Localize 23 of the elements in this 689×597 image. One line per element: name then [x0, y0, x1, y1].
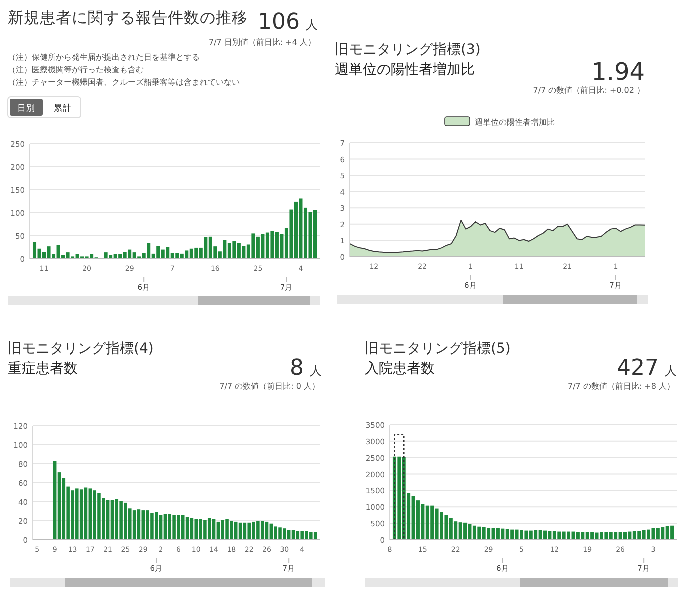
control-toggle: 日別 累計	[8, 96, 82, 118]
chart-title: 旧モニタリング指標(4)	[8, 341, 154, 357]
text: 7/7 日別値（前日比: +4 人）	[209, 38, 316, 47]
text: （注）保健所から発生届が提出された日を基準とする	[8, 53, 200, 62]
text: 7/7 の数値（前日比: +0.02 ）	[533, 86, 645, 95]
chart-subtitle: 週単位の陽性者増加比	[335, 61, 475, 78]
text: （注）チャーター機帰国者、クルーズ船乗客等は含まれていない	[8, 78, 240, 87]
legend-label: 週単位の陽性者増加比	[475, 118, 555, 127]
text: 106	[258, 10, 300, 35]
chart-subtitle: 重症患者数	[8, 361, 78, 377]
chart-title: 旧モニタリング指標(3)	[335, 42, 481, 58]
text: 8	[290, 356, 304, 381]
text: 人	[665, 364, 677, 378]
text: 1.94	[592, 58, 645, 86]
text: 7/7 の数値（前日比: 0 人）	[220, 382, 320, 391]
text: 7/7 の数値（前日比: +8 人）	[568, 382, 675, 391]
text: （注）医療機関等が行った検査も含む	[8, 66, 144, 74]
chart-title: 新規患者に関する報告件数の推移	[8, 9, 248, 27]
chart-title: 旧モニタリング指標(5)	[365, 341, 511, 357]
text: 人	[310, 364, 322, 378]
text: 427	[617, 356, 659, 381]
chart-subtitle: 入院患者数	[365, 361, 435, 377]
text: 人	[306, 18, 318, 32]
